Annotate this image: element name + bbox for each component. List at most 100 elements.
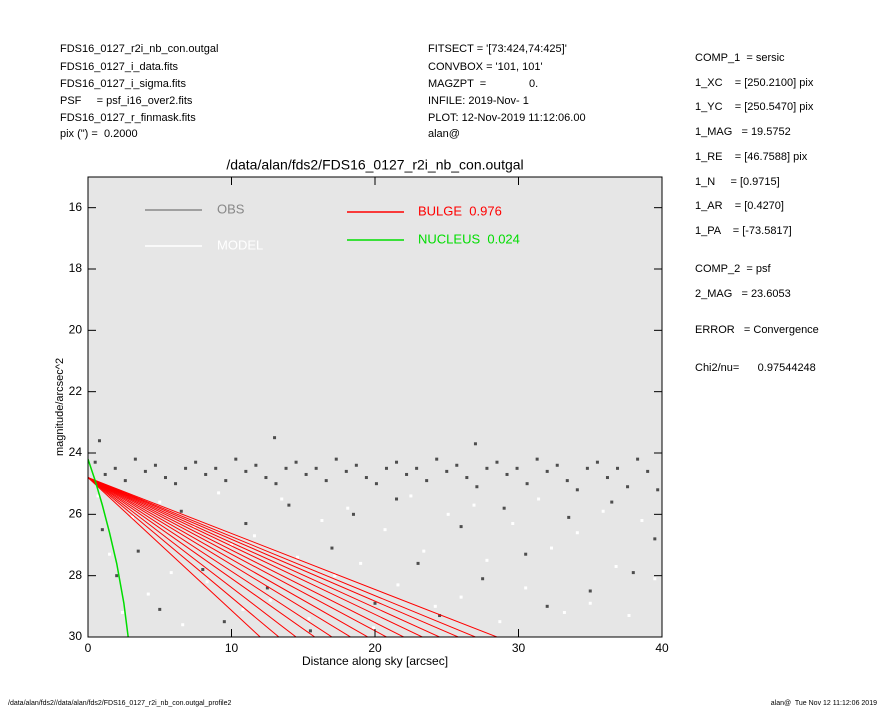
data-point — [405, 472, 409, 476]
data-point — [585, 466, 589, 470]
data-point — [130, 515, 134, 519]
header-middle-line: MAGZPT = 0. — [428, 78, 538, 90]
x-axis-label: Distance along sky [arcsec] — [302, 654, 448, 668]
data-point — [567, 515, 571, 519]
data-point — [113, 466, 117, 470]
data-point — [511, 522, 515, 526]
data-point — [550, 546, 554, 550]
x-tick-label: 20 — [368, 641, 382, 655]
fit-parameter: 1_N = [0.9715] — [695, 176, 780, 188]
data-point — [465, 476, 469, 480]
y-tick-label: 24 — [69, 445, 83, 459]
legend-label: OBS — [217, 201, 245, 216]
data-point — [224, 479, 228, 483]
bulge-profile — [88, 477, 280, 637]
bulge-profile — [88, 477, 423, 637]
data-point — [445, 469, 449, 473]
data-point — [438, 614, 442, 618]
data-point — [425, 479, 429, 483]
data-point — [395, 497, 399, 501]
data-point — [524, 586, 528, 590]
fit-parameter: Chi2/nu= 0.97544248 — [695, 362, 816, 374]
header-left-line: FDS16_0127_i_data.fits — [60, 61, 179, 73]
data-point — [472, 503, 476, 507]
data-point — [108, 552, 112, 556]
data-point — [505, 472, 509, 476]
data-point — [222, 620, 226, 624]
bulge-profile — [88, 477, 351, 637]
data-point — [97, 439, 101, 443]
data-point — [396, 583, 400, 587]
data-point — [383, 528, 387, 532]
data-point — [244, 469, 248, 473]
data-point — [495, 460, 499, 464]
header-middle-line: INFILE: 2019-Nov- 1 — [428, 95, 529, 107]
data-point — [123, 479, 127, 483]
data-point — [631, 571, 635, 575]
fit-parameter: 1_RE = [46.7588] pix — [695, 151, 808, 163]
data-point — [537, 497, 541, 501]
data-point — [244, 522, 248, 526]
data-point — [333, 574, 337, 578]
data-point — [535, 457, 539, 461]
data-point — [575, 531, 579, 535]
data-point — [264, 476, 268, 480]
fit-parameter: 1_AR = [0.4270] — [695, 200, 784, 212]
data-point — [545, 469, 549, 473]
data-point — [146, 592, 150, 596]
legend-label: MODEL — [217, 237, 263, 252]
data-point — [320, 518, 324, 522]
data-point — [307, 617, 311, 621]
header-middle-line: PLOT: 12-Nov-2019 11:12:06.00 — [428, 112, 586, 124]
data-point — [562, 610, 566, 614]
data-point — [459, 525, 463, 529]
data-point — [214, 466, 218, 470]
data-point — [346, 506, 350, 510]
data-point — [334, 457, 338, 461]
header-left-line: PSF = psf_i16_over2.fits — [60, 95, 193, 107]
data-point — [372, 626, 376, 630]
data-point — [103, 472, 107, 476]
data-point — [595, 460, 599, 464]
data-point — [174, 482, 178, 486]
data-point — [351, 512, 355, 516]
bulge-profile — [88, 477, 316, 637]
footer-right: alan@ Tue Nov 12 11:12:06 2019 — [771, 700, 877, 707]
data-point — [435, 457, 439, 461]
data-point — [344, 469, 348, 473]
data-point — [640, 518, 644, 522]
header-left-line: FDS16_0127_r2i_nb_con.outgal — [60, 43, 218, 55]
data-point — [626, 485, 630, 489]
legend-label: NUCLEUS 0.024 — [418, 231, 520, 246]
header-left-line: FDS16_0127_r_finmask.fits — [60, 112, 196, 124]
x-tick-label: 0 — [85, 641, 92, 655]
data-point — [614, 564, 618, 568]
data-point — [181, 623, 185, 627]
header-middle-line: CONVBOX = '101, 101' — [428, 61, 543, 73]
data-point — [395, 460, 399, 464]
plot-area — [88, 177, 662, 637]
data-point — [525, 482, 529, 486]
data-point — [565, 479, 569, 483]
fit-parameter: COMP_1 = sersic — [695, 52, 785, 64]
data-point — [627, 614, 631, 618]
data-point — [254, 463, 258, 467]
data-point — [433, 604, 437, 608]
chart-title: /data/alan/fds2/FDS16_0127_r2i_nb_con.ou… — [226, 157, 523, 173]
data-point — [265, 586, 269, 590]
data-point — [605, 476, 609, 480]
data-point — [273, 436, 277, 440]
data-point — [115, 574, 119, 578]
data-point — [96, 494, 100, 498]
data-point — [475, 485, 479, 489]
x-tick-label: 10 — [225, 641, 239, 655]
data-point — [280, 497, 284, 501]
data-point — [653, 537, 657, 541]
data-point — [515, 466, 519, 470]
header-left-line: FDS16_0127_i_sigma.fits — [60, 78, 186, 90]
data-point — [473, 442, 477, 446]
data-point — [374, 482, 378, 486]
data-point — [304, 472, 308, 476]
bulge-profile — [88, 477, 440, 637]
y-tick-label: 28 — [69, 568, 83, 582]
